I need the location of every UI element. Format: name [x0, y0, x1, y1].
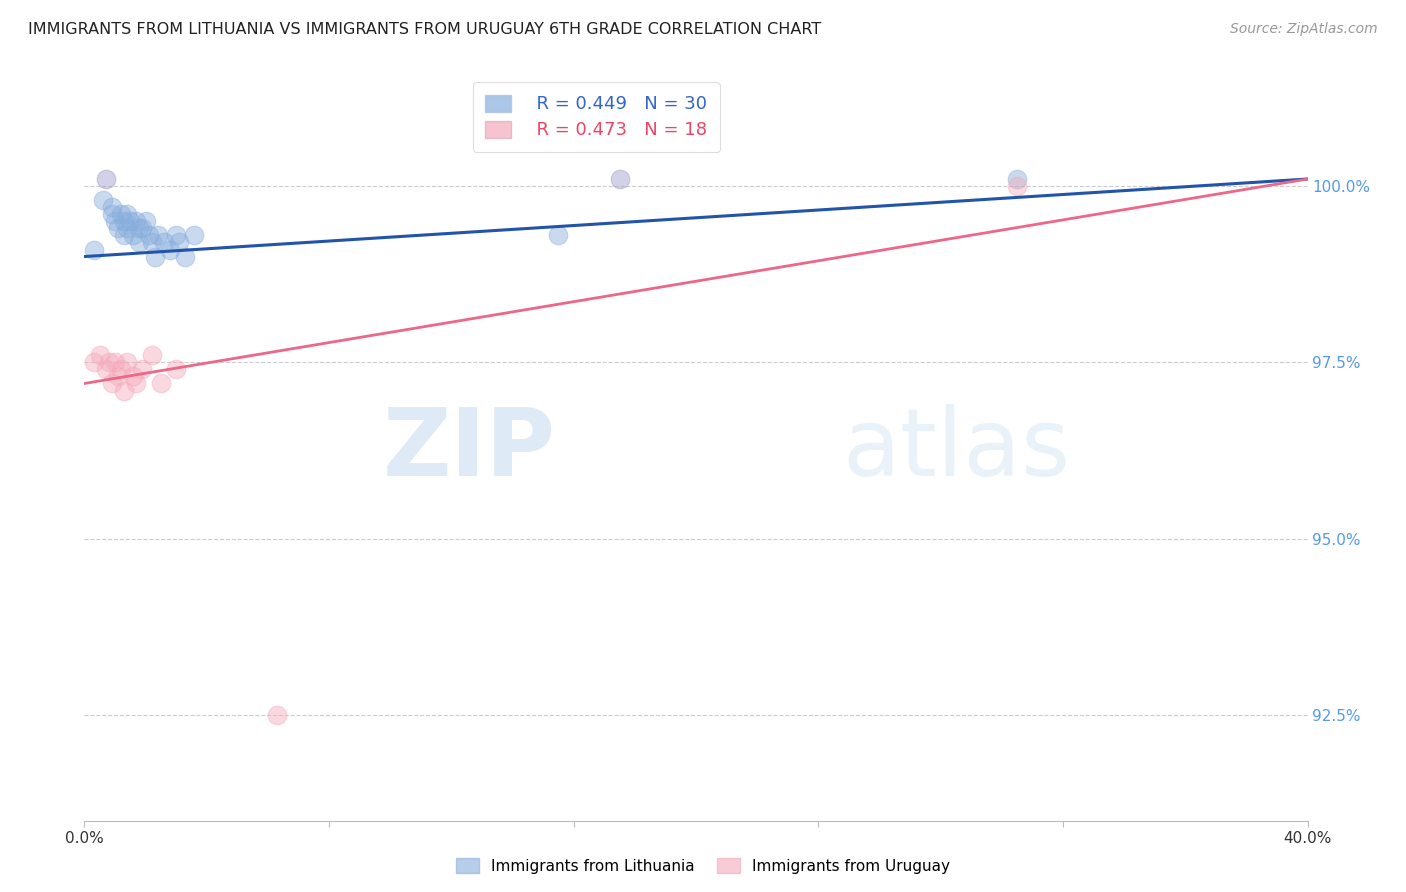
Point	[547, 228, 569, 243]
Point	[112, 384, 135, 398]
Point	[83, 355, 105, 369]
Point	[183, 228, 205, 243]
Point	[128, 221, 150, 235]
Point	[1005, 172, 1028, 186]
Text: ZIP: ZIP	[382, 404, 555, 497]
Point	[101, 200, 124, 214]
Point	[97, 355, 120, 369]
Legend: Immigrants from Lithuania, Immigrants from Uruguay: Immigrants from Lithuania, Immigrants fr…	[450, 852, 956, 880]
Point	[165, 362, 187, 376]
Point	[125, 214, 148, 228]
Point	[122, 228, 145, 243]
Text: IMMIGRANTS FROM LITHUANIA VS IMMIGRANTS FROM URUGUAY 6TH GRADE CORRELATION CHART: IMMIGRANTS FROM LITHUANIA VS IMMIGRANTS …	[28, 22, 821, 37]
Point	[94, 172, 117, 186]
Point	[609, 172, 631, 186]
Legend:   R = 0.449   N = 30,   R = 0.473   N = 18: R = 0.449 N = 30, R = 0.473 N = 18	[472, 82, 720, 152]
Point	[104, 214, 127, 228]
Point	[174, 250, 197, 264]
Point	[143, 250, 166, 264]
Point	[122, 369, 145, 384]
Point	[1005, 179, 1028, 194]
Point	[131, 362, 153, 376]
Point	[115, 221, 138, 235]
Point	[131, 221, 153, 235]
Point	[128, 235, 150, 250]
Point	[266, 707, 288, 722]
Point	[104, 355, 127, 369]
Text: Source: ZipAtlas.com: Source: ZipAtlas.com	[1230, 22, 1378, 37]
Text: atlas: atlas	[842, 404, 1071, 497]
Point	[141, 235, 163, 250]
Point	[167, 235, 190, 250]
Point	[125, 376, 148, 391]
Point	[165, 228, 187, 243]
Point	[115, 355, 138, 369]
Point	[107, 221, 129, 235]
Point	[110, 207, 132, 221]
Point	[107, 369, 129, 384]
Point	[89, 348, 111, 362]
Point	[135, 214, 157, 228]
Point	[115, 207, 138, 221]
Point	[149, 376, 172, 391]
Point	[112, 228, 135, 243]
Point	[120, 214, 142, 228]
Point	[83, 243, 105, 257]
Point	[138, 228, 160, 243]
Point	[101, 207, 124, 221]
Point	[94, 362, 117, 376]
Point	[141, 348, 163, 362]
Point	[110, 362, 132, 376]
Point	[91, 193, 114, 207]
Point	[153, 235, 176, 250]
Point	[146, 228, 169, 243]
Point	[159, 243, 181, 257]
Point	[112, 214, 135, 228]
Point	[101, 376, 124, 391]
